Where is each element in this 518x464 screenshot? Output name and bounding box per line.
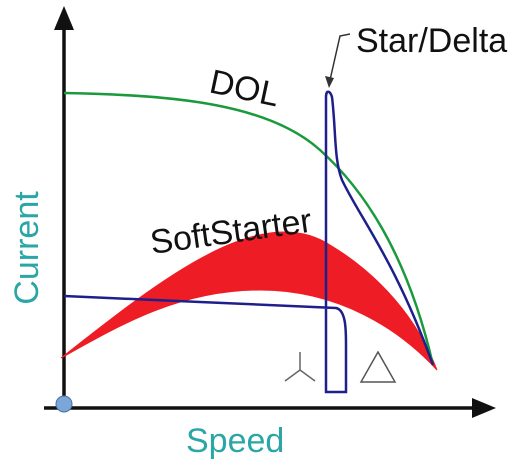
star-delta-label: Star/Delta (356, 22, 507, 60)
star-connection-icon (284, 352, 316, 382)
soft-starter-band (60, 231, 438, 371)
dol-curve (63, 91, 435, 366)
star-delta-leader (329, 33, 351, 81)
star-delta-leader-arrow (325, 76, 334, 88)
x-axis-label: Speed (186, 422, 284, 460)
y-axis-arrow (54, 6, 74, 30)
star-delta-curve (63, 90, 435, 394)
y-axis-label: Current (8, 191, 46, 305)
x-axis-arrow (472, 398, 496, 418)
origin-dot (55, 395, 73, 413)
delta-connection-icon (359, 350, 397, 383)
